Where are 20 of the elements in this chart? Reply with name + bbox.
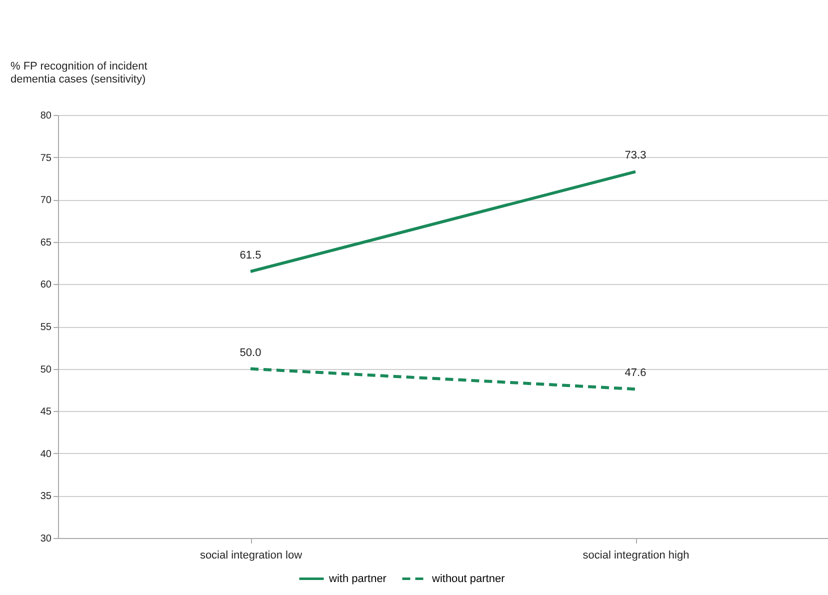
data-label: 47.6 — [624, 367, 646, 380]
data-label: 61.5 — [240, 250, 262, 262]
legend-label: without partner — [431, 572, 506, 585]
y-tick-label: 75 — [40, 152, 52, 164]
y-tick-label: 65 — [40, 237, 52, 248]
legend-label: with partner — [328, 572, 387, 585]
y-tick-label: 50 — [40, 364, 52, 376]
x-tick-label: social integration low — [200, 550, 302, 562]
y-tick-label: 80 — [40, 110, 52, 122]
y-tick-label: 70 — [40, 195, 52, 206]
x-tick-label: social integration high — [582, 550, 690, 562]
y-tick-label: 40 — [40, 448, 52, 460]
data-label: 50.0 — [240, 346, 262, 359]
y-tick-label: 60 — [40, 280, 52, 291]
data-label: 73.3 — [624, 150, 646, 162]
y-axis-title: % FP recognition of incident dementia cases (sensitivity) — [10, 60, 148, 86]
y-tick-label: 35 — [40, 491, 52, 502]
y-tick-label: 30 — [40, 534, 52, 544]
y-tick-label: 45 — [40, 406, 52, 418]
y-tick-label: 55 — [40, 322, 52, 333]
